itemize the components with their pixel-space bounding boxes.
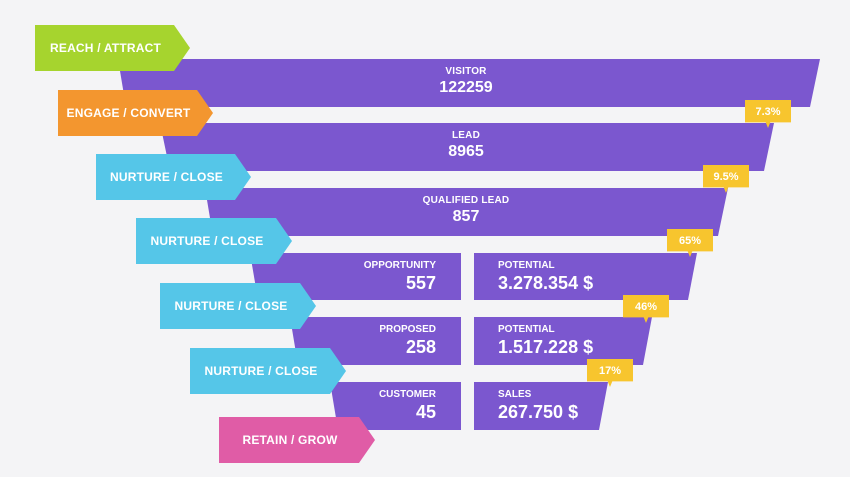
funnel-band-qualified-lead xyxy=(205,188,728,236)
proposed-potential-value: 1.517.228 $ xyxy=(498,337,594,357)
proposed-potential-label: POTENTIAL xyxy=(498,324,555,335)
opportunity-potential-label: POTENTIAL xyxy=(498,260,555,271)
sales-label: SALES xyxy=(498,389,532,400)
stage-tag-reach-attract: REACH / ATTRACT xyxy=(35,25,190,71)
stage-tag-nurture-close-1: NURTURE / CLOSE xyxy=(96,154,251,200)
funnel-band-sales-right xyxy=(474,382,608,430)
funnel-band-customer-left xyxy=(330,382,461,430)
proposed-label: PROPOSED xyxy=(379,324,436,335)
customer-value: 45 xyxy=(415,402,436,422)
proposed-stat: PROPOSED 258 xyxy=(330,324,436,357)
customer-label: CUSTOMER xyxy=(378,389,436,400)
stage-tag-engage-convert: ENGAGE / CONVERT xyxy=(58,90,213,136)
visitor-label: VISITOR xyxy=(445,66,487,77)
visitor-stat: VISITOR 122259 xyxy=(366,67,566,96)
lead-value: 8965 xyxy=(448,143,484,160)
opportunity-potential-value: 3.278.354 $ xyxy=(498,273,594,293)
qualified-lead-stat: QUALIFIED LEAD 857 xyxy=(366,196,566,225)
opportunity-label: OPPORTUNITY xyxy=(363,260,436,271)
stage-tag-nurture-close-4: NURTURE / CLOSE xyxy=(190,348,346,394)
sales-value: 267.750 $ xyxy=(498,402,579,422)
qualified-lead-value: 857 xyxy=(452,208,480,225)
opportunity-potential-stat: POTENTIAL 3.278.354 $ xyxy=(498,260,658,293)
lead-stat: LEAD 8965 xyxy=(366,131,566,160)
proposed-value: 258 xyxy=(405,337,436,357)
customer-stat: CUSTOMER 45 xyxy=(340,389,436,422)
stage-tag-nurture-close-2: NURTURE / CLOSE xyxy=(136,218,292,264)
opportunity-stat: OPPORTUNITY 557 xyxy=(330,260,436,293)
funnel-band-lead xyxy=(160,123,774,171)
proposed-potential-stat: POTENTIAL 1.517.228 $ xyxy=(498,324,638,357)
funnel-band-opportunity-right xyxy=(474,253,697,300)
opportunity-value: 557 xyxy=(405,273,436,293)
funnel-band-proposed-right xyxy=(474,317,652,365)
stage-tag-nurture-close-3: NURTURE / CLOSE xyxy=(160,283,316,329)
stage-tag-retain-grow: RETAIN / GROW xyxy=(219,417,375,463)
funnel-band-visitor xyxy=(118,59,820,107)
visitor-value: 122259 xyxy=(439,79,493,96)
sales-stat: SALES 267.750 $ xyxy=(498,389,598,422)
qualified-lead-label: QUALIFIED LEAD xyxy=(422,195,510,206)
lead-label: LEAD xyxy=(451,130,481,141)
